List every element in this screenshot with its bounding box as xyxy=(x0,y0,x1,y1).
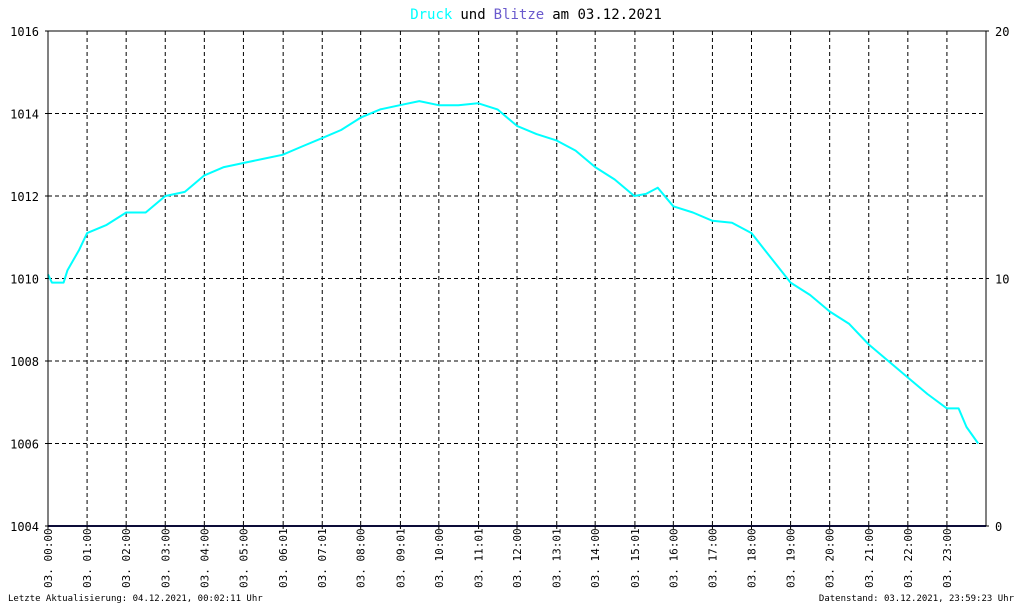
y-tick-label: 1008 xyxy=(10,355,39,369)
y-axis-left: 1004 1006 1008 1010 1012 1014 1016 xyxy=(10,25,48,534)
y2-tick-label: 0 xyxy=(995,520,1002,534)
y2-tick-label: 10 xyxy=(995,273,1009,287)
y-tick-label: 1004 xyxy=(10,520,39,534)
x-tick-label: 03. 00:00 xyxy=(42,528,55,588)
chart-title: Druck und Blitze am 03.12.2021 xyxy=(410,7,662,23)
y2-tick-label: 20 xyxy=(995,25,1009,39)
y-tick-label: 1014 xyxy=(10,108,39,122)
x-tick-label: 03. 17:00 xyxy=(706,528,719,588)
x-tick-label: 03. 10:00 xyxy=(433,528,446,588)
footer-data-state: Datenstand: 03.12.2021, 23:59:23 Uhr xyxy=(819,594,1015,604)
x-tick-label: 03. 03:00 xyxy=(159,528,172,588)
x-tick-label: 03. 08:00 xyxy=(355,528,368,588)
x-tick-label: 03. 04:00 xyxy=(198,528,211,588)
y-tick-label: 1016 xyxy=(10,25,39,39)
series-druck-line xyxy=(47,100,980,445)
y-axis-right: 0 10 20 xyxy=(986,25,1009,534)
x-tick-label: 03. 23:00 xyxy=(941,528,954,588)
y-tick-label: 1006 xyxy=(10,438,39,452)
x-tick-label: 03. 12:00 xyxy=(511,528,524,588)
x-tick-label: 03. 06:01 xyxy=(277,528,290,588)
footer-last-update: Letzte Aktualisierung: 04.12.2021, 00:02… xyxy=(8,594,263,604)
x-tick-label: 03. 16:00 xyxy=(667,528,680,588)
grid xyxy=(48,30,986,527)
x-tick-label: 03. 07:01 xyxy=(316,528,329,588)
title-druck: Druck xyxy=(410,7,453,23)
x-tick-label: 03. 09:01 xyxy=(394,528,407,588)
x-tick-label: 03. 11:01 xyxy=(473,528,486,588)
x-tick-label: 03. 20:00 xyxy=(824,528,837,588)
x-tick-label: 03. 02:00 xyxy=(120,528,133,588)
x-tick-label: 03. 21:00 xyxy=(863,528,876,588)
x-tick-label: 03. 19:00 xyxy=(785,528,798,588)
x-tick-label: 03. 05:00 xyxy=(237,528,250,588)
x-tick-label: 03. 22:00 xyxy=(902,528,915,588)
x-tick-label: 03. 14:00 xyxy=(589,528,602,588)
x-tick-label: 03. 01:00 xyxy=(81,528,94,588)
x-tick-label: 03. 18:00 xyxy=(746,528,759,588)
x-tick-label: 03. 15:01 xyxy=(629,528,642,588)
title-und: und xyxy=(460,7,485,23)
title-date: am 03.12.2021 xyxy=(552,7,662,23)
x-axis: 03. 00:00 03. 01:00 03. 02:00 03. 03:00 03. … xyxy=(42,526,954,588)
y-tick-label: 1012 xyxy=(10,190,39,204)
title-blitze: Blitze xyxy=(494,7,545,23)
y-tick-label: 1010 xyxy=(10,273,39,287)
x-tick-label: 03. 13:01 xyxy=(551,528,564,588)
